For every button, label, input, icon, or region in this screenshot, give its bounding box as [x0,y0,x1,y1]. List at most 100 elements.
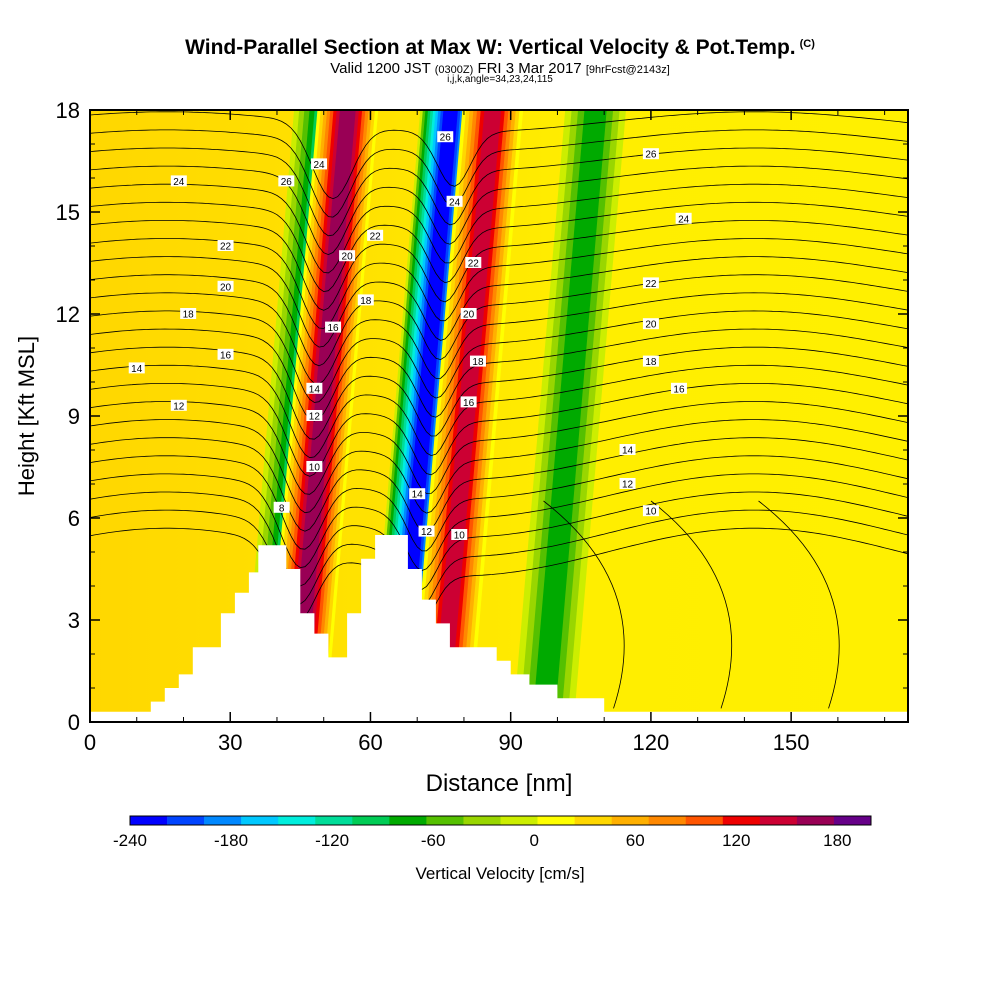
theta-label-0: 24 [170,175,187,188]
theta-label-bg [217,240,234,251]
theta-contour-12 [90,310,908,403]
theta-label-bg [325,321,342,333]
chart-subtitle: Valid 1200 JST (0300Z) FRI 3 Mar 2017 [9… [0,60,1000,77]
colorbar-label: Vertical Velocity [cm/s] [415,864,585,883]
theta-label-text: 14 [622,446,634,457]
colorbar-tick-label: -180 [214,831,248,850]
theta-label-text: 22 [370,231,382,242]
theta-contour-21 [90,147,908,237]
theta-label-bg [619,478,636,489]
theta-label-14: 12 [306,410,323,423]
theta-label-bg [306,461,323,472]
low-theta-arc-2 [758,500,840,709]
theta-label-text: 18 [183,310,195,321]
theta-label-text: 24 [678,214,690,225]
theta-contour-20 [90,165,908,256]
colorbar-tick-label: -60 [421,831,446,850]
theta-label-text: 16 [220,350,232,361]
theta-label-bg [357,294,374,306]
colorbar-swatch [722,816,761,825]
theta-label-text: 20 [342,252,354,263]
theta-label-bg [619,444,636,455]
theta-label-bg [465,257,482,268]
colorbar-tick-label: -240 [113,831,147,850]
theta-contour-19 [90,183,908,274]
colorbar-swatch [759,816,798,825]
colorbar-swatch [685,816,724,825]
theta-contour-22 [90,129,908,218]
theta-label-text: 20 [645,320,657,331]
x-tick-label: 120 [633,730,670,755]
theta-contour-9 [90,364,908,459]
y-tick-label: 0 [68,710,80,735]
low-theta-arc-0 [543,500,625,709]
theta-contour-6 [90,419,908,514]
colorbar-swatch [130,816,168,825]
theta-contours [90,111,908,709]
theta-label-text: 14 [309,384,321,395]
theta-label-text: 12 [173,401,185,412]
theta-label-bg [311,158,328,170]
theta-label-bg [642,355,659,367]
theta-label-28: 22 [642,277,659,290]
y-tick-label: 15 [56,200,80,225]
x-tick-label: 150 [773,730,810,755]
theta-label-10: 22 [367,229,384,242]
theta-label-bg [670,382,687,394]
theta-label-bg [306,410,323,421]
theta-label-3: 18 [180,308,197,321]
theta-label-text: 8 [279,503,285,514]
theta-label-bg [460,396,477,408]
theta-label-text: 12 [622,480,634,491]
theta-label-text: 24 [313,160,325,171]
theta-label-8: 24 [311,158,328,171]
theta-contour-0 [90,527,908,629]
y-tick-label: 12 [56,302,80,327]
theta-label-bg [217,348,234,360]
theta-label-24: 12 [418,525,435,538]
theta-label-bg [128,362,145,374]
theta-label-text: 18 [645,357,657,368]
theta-label-text: 10 [645,507,657,518]
y-tick-label: 9 [68,404,80,429]
theta-label-20: 20 [460,308,477,321]
colorbar-swatch [204,816,242,825]
theta-label-25: 10 [451,529,468,542]
theta-contour-23 [90,111,908,200]
colorbar-tick-label: -120 [315,831,349,850]
theta-label-text: 22 [645,279,657,290]
terrain [90,535,908,722]
theta-label-bg [367,229,384,241]
theta-label-bg [278,175,295,187]
colorbar-swatch [426,816,464,825]
theta-label-bg [642,277,659,289]
theta-label-bg [170,399,187,411]
theta-label-bg [642,148,659,160]
theta-label-bg [409,488,426,500]
theta-label-text: 16 [673,384,685,395]
theta-contour-7 [90,401,908,495]
theta-label-bg [217,280,234,292]
theta-label-bg [437,131,454,143]
x-axis-label: Distance [nm] [426,770,573,797]
theta-label-bg [339,250,356,262]
y-tick-label: 6 [68,506,80,531]
theta-contour-3 [90,473,908,571]
subtitle-valid: Valid 1200 JST [330,60,431,77]
theta-label-text: 18 [472,357,484,368]
low-theta-arc-1 [650,500,733,709]
colorbar-swatch [241,816,279,825]
theta-label-text: 14 [412,490,424,501]
colorbar-swatch [574,816,612,825]
subtitle-date: FRI 3 Mar 2017 [477,60,582,77]
theta-label-bg [451,529,468,540]
colorbar-tick-label: 180 [823,831,851,850]
velocity-band-3-6 [432,110,502,722]
theta-contour-13 [90,292,908,385]
theta-label-text: 26 [440,133,452,144]
colorbar-swatch [648,816,687,825]
theta-label-27: 24 [675,212,692,225]
theta-label-7: 26 [278,175,295,188]
theta-label-22: 16 [460,396,477,409]
theta-label-16: 8 [273,501,290,514]
